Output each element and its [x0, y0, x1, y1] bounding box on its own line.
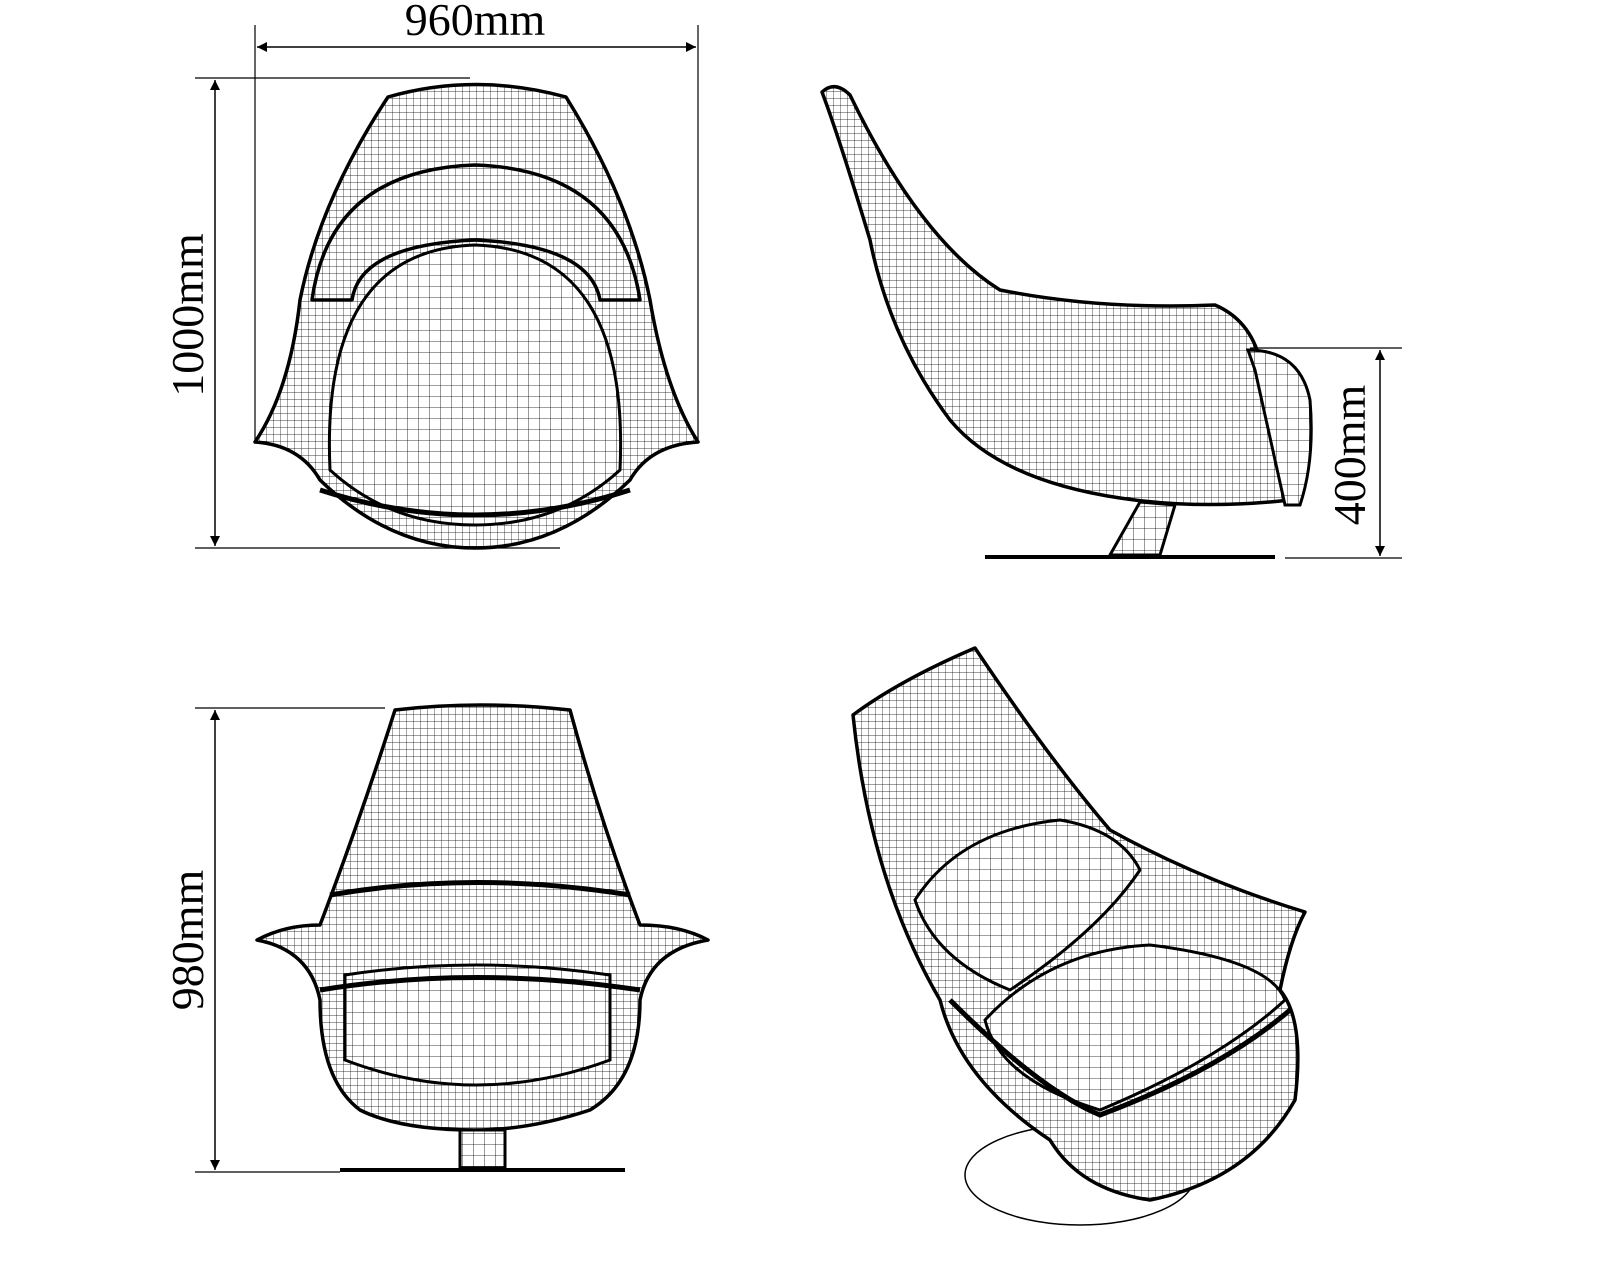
width-dimension: 960mm	[254, 0, 699, 440]
perspective-view	[851, 646, 1307, 1226]
front-seat-seam	[319, 975, 641, 993]
rear-height-dimension: 1000mm	[162, 77, 560, 549]
side-arm-cushion	[1245, 348, 1313, 507]
perspective-seam	[948, 998, 1292, 1118]
rear-cushion	[327, 243, 623, 527]
seat-height-dimension: 400mm	[1250, 347, 1402, 559]
perspective-back-cushion	[913, 818, 1142, 992]
front-seat	[343, 963, 612, 1087]
front-height-label: 980mm	[162, 870, 213, 1011]
rear-upper-band	[310, 163, 642, 302]
side-view	[820, 85, 1313, 559]
perspective-seat	[983, 943, 1287, 1112]
rear-view	[253, 82, 700, 550]
rear-height-label: 1000mm	[162, 233, 213, 397]
seat-height-label: 400mm	[1324, 385, 1375, 526]
front-back-seam	[329, 880, 631, 898]
front-view	[255, 703, 710, 1172]
side-stem	[1107, 500, 1177, 557]
rear-seam	[319, 487, 631, 518]
side-shell	[820, 85, 1292, 507]
width-label: 960mm	[405, 0, 546, 45]
front-height-dimension: 980mm	[162, 707, 385, 1173]
front-stem	[458, 1128, 507, 1170]
